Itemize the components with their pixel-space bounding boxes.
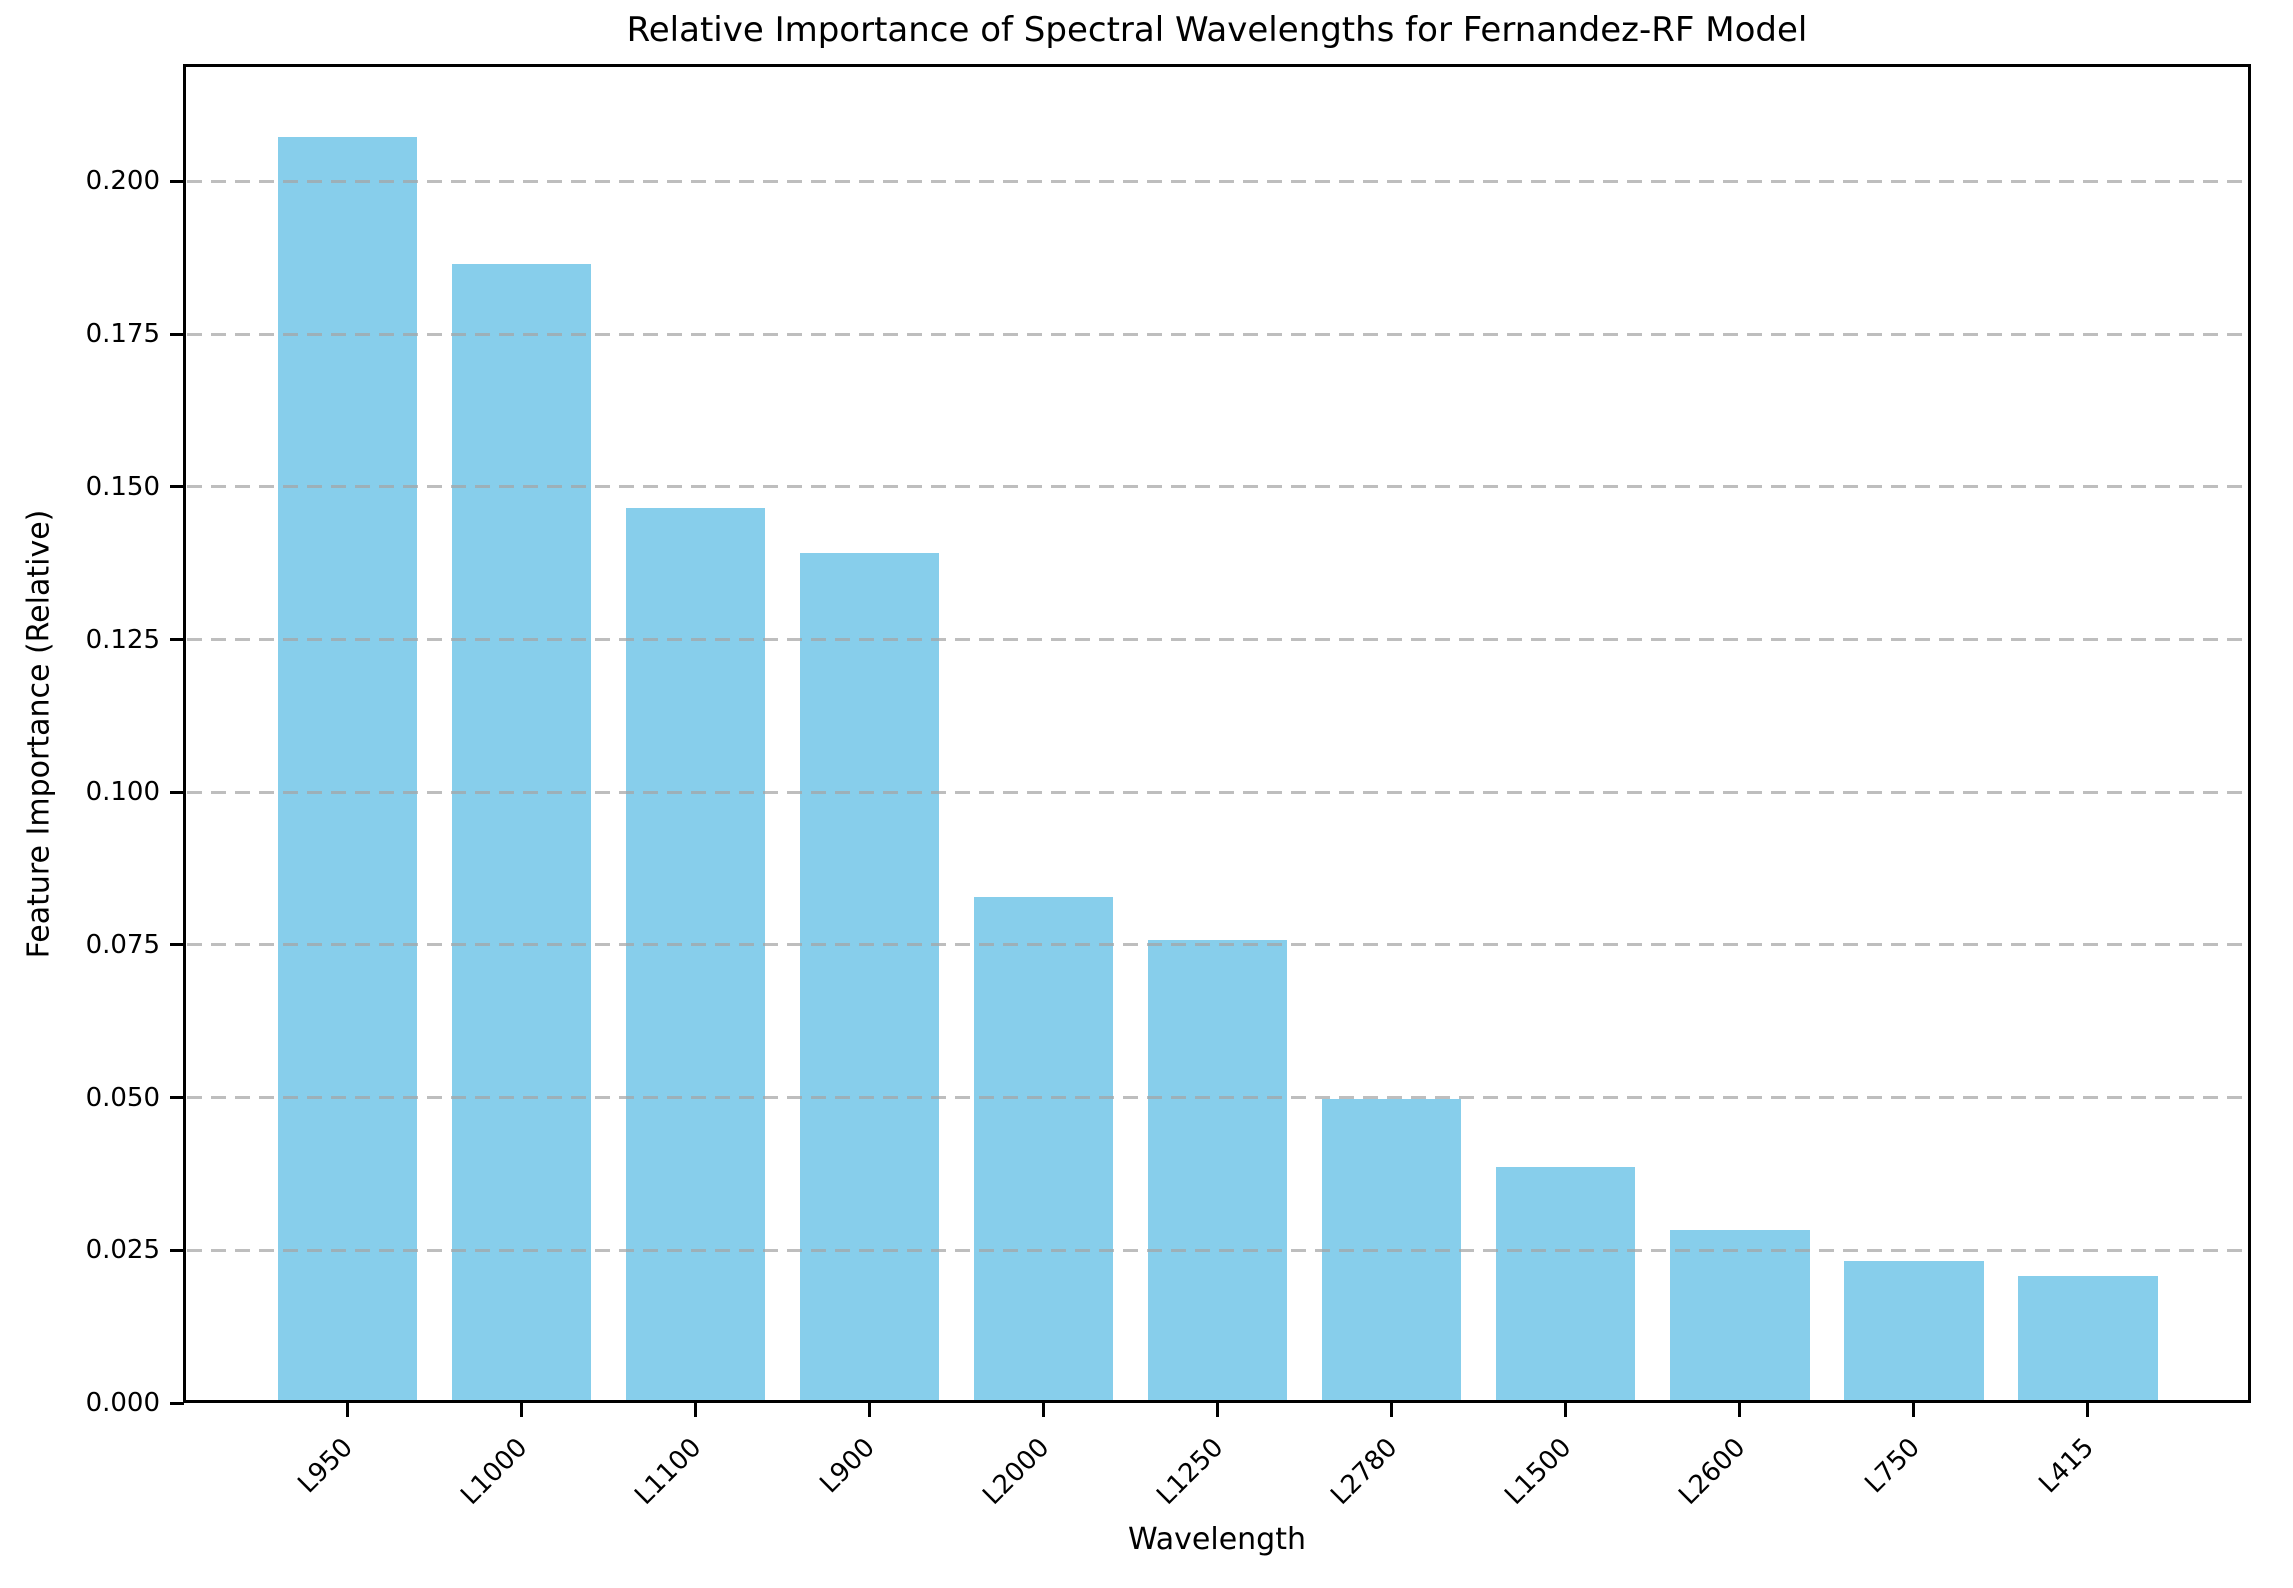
y-tick-label: 0.100	[85, 777, 160, 808]
y-tick-mark	[170, 1401, 184, 1405]
x-tick-label-L750: L750	[1859, 1432, 1926, 1500]
gridline-y-0.175	[187, 332, 2248, 336]
y-tick-label: 0.175	[85, 319, 160, 350]
bar-L900	[799, 552, 940, 1403]
y-axis-label: Feature Importance (Relative)	[21, 509, 57, 959]
bar-L2000	[973, 896, 1114, 1403]
gridline-y-0.125	[187, 638, 2248, 642]
gridline-y-0.025	[187, 1248, 2248, 1252]
x-tick-mark	[1912, 1403, 1916, 1417]
x-tick-mark	[1216, 1403, 1220, 1417]
y-tick-mark	[170, 638, 184, 642]
y-tick-label: 0.025	[85, 1235, 160, 1266]
y-tick-label: 0.000	[85, 1388, 160, 1418]
bar-L950	[277, 136, 418, 1403]
y-tick-mark	[170, 790, 184, 794]
x-tick-label-L2780: L2780	[1325, 1432, 1404, 1511]
x-tick-mark	[1042, 1403, 1046, 1417]
y-tick-label: 0.150	[85, 471, 160, 502]
y-tick-label: 0.075	[85, 929, 160, 960]
x-tick-label-L1100: L1100	[628, 1432, 708, 1511]
y-tick-mark	[170, 943, 184, 947]
bar-L1000	[451, 263, 592, 1403]
x-tick-mark	[519, 1403, 523, 1417]
x-tick-mark	[693, 1403, 697, 1417]
gridline-y-0.075	[187, 943, 2248, 947]
x-tick-label-L900: L900	[814, 1432, 882, 1500]
x-tick-mark	[2086, 1403, 2090, 1417]
y-tick-mark	[170, 332, 184, 336]
y-tick-label: 0.200	[85, 166, 160, 197]
bar-L1250	[1147, 940, 1288, 1403]
bar-L1100	[625, 507, 766, 1403]
y-tick-label: 0.125	[85, 624, 160, 655]
gridline-y-0.15	[187, 485, 2248, 489]
y-tick-label: 0.050	[85, 1082, 160, 1113]
gridline-y-0.05	[187, 1096, 2248, 1100]
gridline-y-0.2	[187, 179, 2248, 183]
x-tick-mark	[867, 1403, 871, 1417]
bar-L1500	[1495, 1167, 1636, 1403]
x-tick-label-L950: L950	[292, 1432, 360, 1500]
x-axis-label: Wavelength	[1128, 1522, 1306, 1557]
x-tick-mark	[1390, 1403, 1394, 1417]
bar-L750	[1844, 1261, 1984, 1403]
bar-L415	[2018, 1275, 2158, 1403]
x-tick-label-L2600: L2600	[1673, 1432, 1752, 1511]
y-tick-mark	[170, 179, 184, 183]
chart-title: Relative Importance of Spectral Waveleng…	[626, 10, 1808, 50]
x-tick-label-L415: L415	[2033, 1432, 2100, 1500]
x-tick-mark	[1564, 1403, 1568, 1417]
bar-L2600	[1670, 1229, 1810, 1403]
x-tick-label-L1250: L1250	[1151, 1432, 1230, 1511]
y-tick-mark	[170, 1096, 184, 1100]
x-tick-mark	[345, 1403, 349, 1417]
x-tick-label-L1500: L1500	[1499, 1432, 1578, 1511]
x-tick-label-L2000: L2000	[977, 1432, 1056, 1511]
y-tick-mark	[170, 1248, 184, 1252]
gridline-y-0.1	[187, 790, 2248, 794]
x-tick-label-L1000: L1000	[454, 1432, 534, 1511]
x-tick-mark	[1738, 1403, 1742, 1417]
y-tick-mark	[170, 485, 184, 489]
